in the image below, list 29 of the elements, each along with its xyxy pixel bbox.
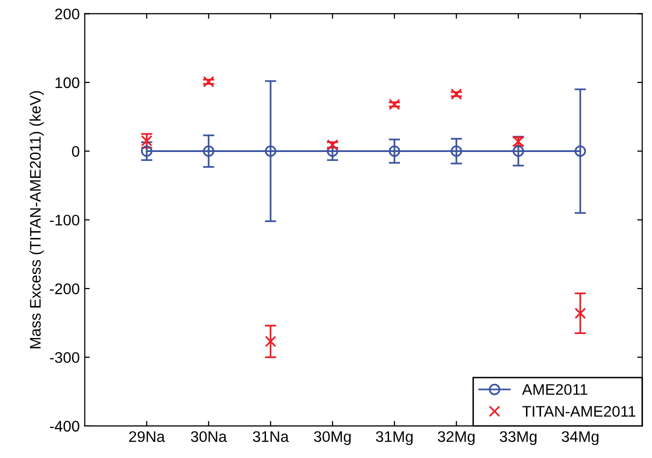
- point: [450, 88, 462, 100]
- point: [450, 145, 462, 157]
- x-tick-label: 31Mg: [376, 431, 413, 446]
- y-tick-label: -100: [50, 214, 80, 226]
- y-tick-label: 100: [56, 77, 80, 88]
- point: [264, 145, 276, 157]
- x-tick-label: 34Mg: [562, 431, 598, 446]
- y-tick-label: 0: [72, 146, 80, 157]
- x-tick-label: 30Mg: [314, 431, 351, 446]
- point: [574, 308, 586, 319]
- point: [264, 336, 276, 348]
- y-tick-label: -200: [50, 283, 80, 294]
- x-tick-label: 33Mg: [500, 431, 536, 446]
- y-tick-label: 200: [55, 8, 80, 20]
- point: [202, 76, 214, 88]
- point: [326, 139, 338, 151]
- y-tick-label: -400: [50, 420, 80, 432]
- x-tick-label: 31Na: [252, 431, 289, 442]
- legend-label: AME2011: [522, 384, 588, 395]
- y-tick-label: -300: [50, 352, 80, 363]
- legend-label: TITAN-AME2011: [522, 406, 636, 417]
- x-tick-label: 30Na: [190, 431, 227, 442]
- x-tick-label: 29Na: [129, 431, 165, 442]
- point: [388, 145, 400, 157]
- point: [574, 145, 586, 157]
- point: [388, 98, 400, 110]
- x-tick-label: 32Mg: [438, 431, 475, 446]
- point: [202, 145, 214, 157]
- y-axis-title: Mass Excess (TITAN-AME2011) (keV): [30, 91, 44, 348]
